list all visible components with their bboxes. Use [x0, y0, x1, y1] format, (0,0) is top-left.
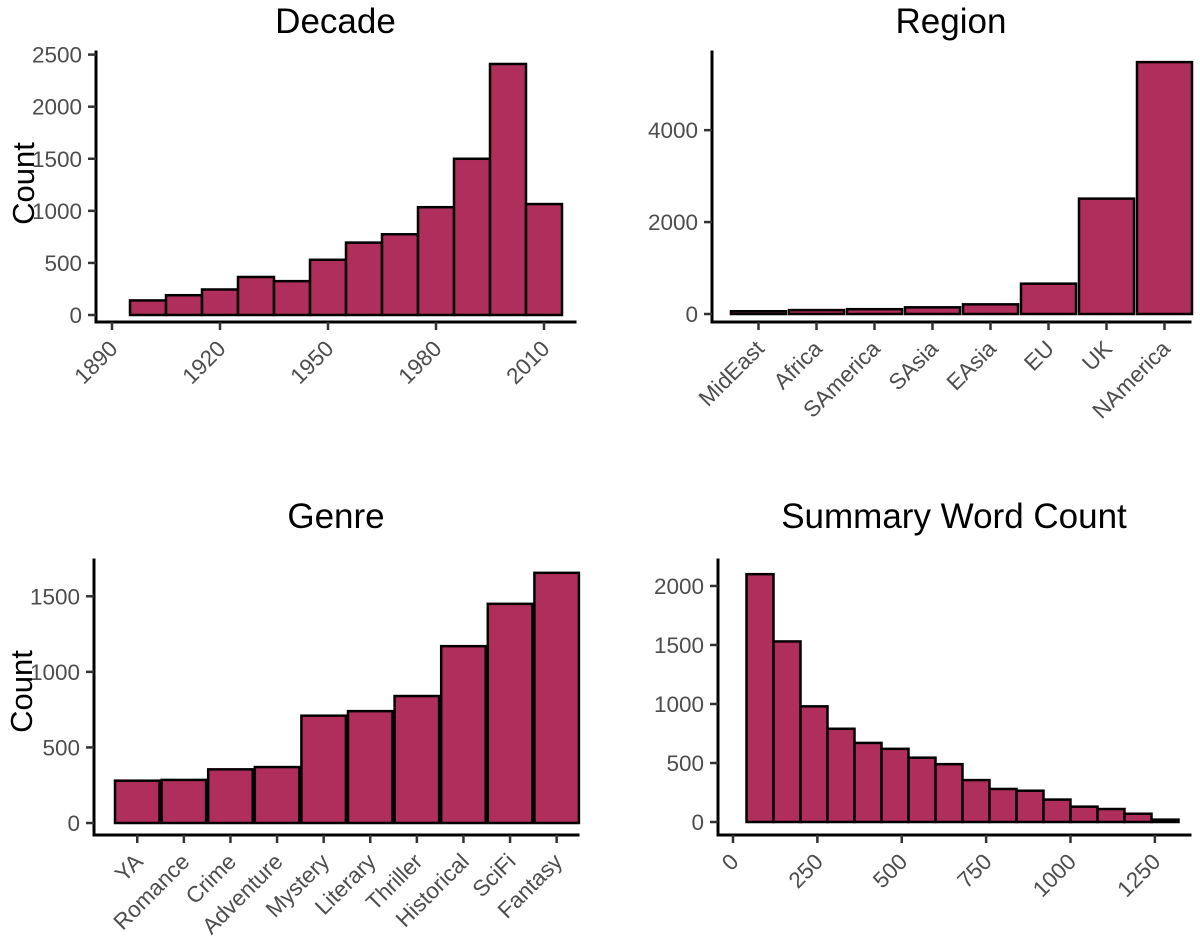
- x-tick-label: YA: [110, 849, 148, 887]
- bar: [729, 309, 788, 316]
- x-tick-label: SAsia: [884, 336, 944, 396]
- bar: [1135, 60, 1194, 316]
- chart-panel-genre: 0 500 1000 1500 YA Romance Crime Adventure Myste…: [0, 475, 600, 949]
- bar: [160, 778, 208, 825]
- x-tick-label: 1950: [285, 336, 338, 389]
- bar: [524, 202, 564, 317]
- x-tick-label: 0: [717, 849, 744, 876]
- bar: [880, 747, 910, 824]
- x-tick-label: 1980: [393, 336, 446, 389]
- x-tick-label: 250: [784, 849, 828, 893]
- y-tick-label: 2000: [654, 574, 704, 599]
- chart-title: Region: [896, 2, 1007, 41]
- x-tick-label: 2010: [501, 336, 554, 389]
- bar: [346, 709, 394, 825]
- bar: [826, 727, 856, 824]
- y-tick-label: 1500: [32, 147, 82, 172]
- x-tick-label: 1000: [1028, 849, 1081, 902]
- x-tick-label: EAsia: [942, 336, 1002, 396]
- decade-histogram: 0 500 1000 1500 2000 2500 1890 1920 1950 1980 2010…: [6, 2, 577, 389]
- bar: [1096, 807, 1126, 824]
- bar: [745, 572, 775, 824]
- bar: [1019, 282, 1078, 316]
- bar: [1015, 789, 1045, 824]
- bar: [1042, 798, 1072, 824]
- x-tick-label: 1890: [69, 336, 122, 389]
- x-tick-label: MidEast: [694, 335, 770, 411]
- bar: [1150, 818, 1180, 824]
- bar: [1123, 812, 1153, 824]
- bar: [344, 241, 384, 317]
- y-tick-label: 500: [42, 735, 80, 760]
- bar: [845, 307, 904, 316]
- chart-panel-decade: 0 500 1000 1500 2000 2500 1890 1920 1950 1980 2010…: [0, 0, 600, 475]
- x-tick-label: 1250: [1112, 849, 1165, 902]
- y-tick-label: 2000: [32, 95, 82, 120]
- bar: [961, 303, 1020, 316]
- y-tick-label: 0: [67, 811, 80, 836]
- bar: [1077, 197, 1136, 316]
- bar: [416, 205, 456, 317]
- bar: [488, 62, 528, 317]
- y-tick-label: 2000: [648, 210, 698, 235]
- bar: [907, 756, 937, 824]
- bar: [439, 644, 487, 825]
- bar: [300, 714, 348, 825]
- bar: [486, 602, 534, 825]
- bar: [113, 779, 161, 825]
- bar: [988, 787, 1018, 824]
- x-tick-label: 500: [868, 849, 912, 893]
- chart-panel-summary-word-count: 0 500 1000 1500 2000 0 250 500 750 1000 1250 Summar…: [600, 475, 1200, 949]
- bar: [272, 279, 312, 317]
- bar: [164, 293, 204, 317]
- bar: [200, 288, 240, 317]
- bar: [380, 233, 420, 317]
- bar: [236, 275, 276, 317]
- y-tick-label: 1500: [654, 633, 704, 658]
- y-axis-title: Count: [4, 650, 39, 733]
- y-tick-label: 0: [685, 302, 698, 327]
- chart-panel-region: 0 2000 4000 MidEast Africa SAmerica SAsia EAsia…: [600, 0, 1200, 475]
- genre-bar-chart: 050010001500YARomanceCrimeAdventureMyste…: [4, 497, 581, 939]
- bar: [787, 308, 846, 316]
- bar: [772, 640, 802, 824]
- chart-title: Genre: [287, 497, 384, 536]
- bar: [799, 705, 829, 824]
- chart-title: Decade: [275, 2, 396, 41]
- y-tick-label: 0: [691, 810, 704, 835]
- y-tick-label: 1000: [30, 660, 80, 685]
- bar: [308, 258, 348, 317]
- bar: [128, 299, 168, 317]
- bar: [533, 571, 581, 825]
- y-tick-label: 1500: [30, 584, 80, 609]
- y-tick-label: 4000: [648, 118, 698, 143]
- bar: [206, 768, 254, 825]
- bar: [452, 157, 492, 317]
- y-tick-label: 1000: [654, 692, 704, 717]
- x-tick-label: UK: [1077, 336, 1117, 376]
- bar: [903, 306, 962, 316]
- bar: [1069, 805, 1099, 824]
- chart-title: Summary Word Count: [781, 497, 1127, 536]
- x-tick-label: EU: [1019, 336, 1059, 376]
- bar: [961, 778, 991, 824]
- y-tick-label: 500: [44, 251, 82, 276]
- bar: [393, 694, 441, 825]
- bar: [934, 762, 964, 824]
- summary-word-count-histogram: 0 500 1000 1500 2000 0 250 500 750 1000 1250 Summar…: [654, 497, 1192, 902]
- y-axis-title: Count: [6, 142, 41, 225]
- x-tick-label: 750: [952, 849, 996, 893]
- bar: [853, 741, 883, 824]
- y-tick-label: 2500: [32, 43, 82, 68]
- x-tick-label: 1920: [177, 336, 230, 389]
- y-tick-label: 500: [666, 751, 704, 776]
- y-tick-label: 0: [69, 303, 82, 328]
- bar: [253, 765, 301, 825]
- y-tick-label: 1000: [32, 199, 82, 224]
